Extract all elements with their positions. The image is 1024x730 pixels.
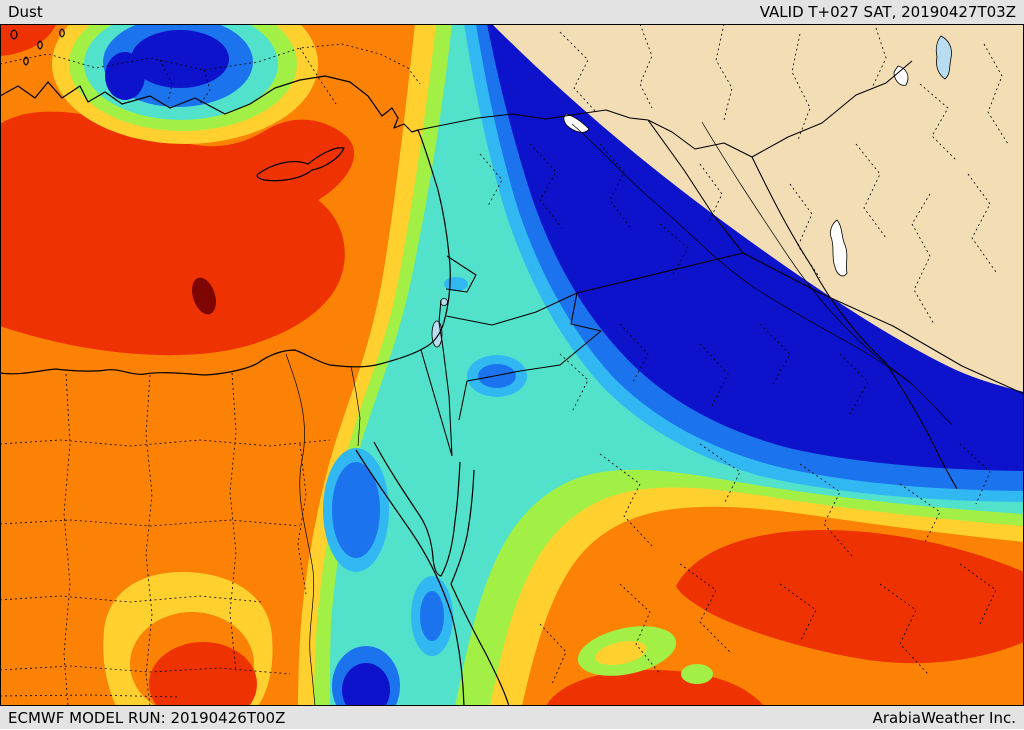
admin-boundaries bbox=[0, 24, 1009, 706]
dust-pocket-darkblue-4 bbox=[342, 663, 390, 706]
dust-core-darkred bbox=[192, 277, 216, 315]
dust-core-darkblue-turkey bbox=[131, 30, 229, 88]
lake-assad bbox=[563, 113, 590, 133]
dust-pocket-blue-3 bbox=[420, 591, 444, 641]
aegean-islands bbox=[10, 28, 65, 66]
footer-bar: ECMWF MODEL RUN: 20190426T00Z ArabiaWeat… bbox=[0, 706, 1024, 729]
lake-tharthar bbox=[830, 219, 848, 277]
lakes bbox=[431, 35, 952, 348]
sea-of-galilee bbox=[440, 298, 448, 306]
rivers bbox=[285, 121, 953, 706]
red-sea-arabian-coast bbox=[450, 469, 510, 706]
dust-patch-red-sw bbox=[149, 642, 257, 706]
brand-label: ArabiaWeather Inc. bbox=[872, 708, 1016, 727]
sinai-coast bbox=[373, 441, 461, 577]
dust-core-darkblue-turkey-2 bbox=[105, 52, 145, 100]
dust-pocket-blue-1 bbox=[478, 364, 516, 388]
product-title: Dust bbox=[8, 3, 43, 21]
lake-urmia bbox=[935, 35, 952, 80]
dust-pocket-blue-2 bbox=[332, 462, 380, 558]
dust-map bbox=[0, 24, 1024, 706]
dust-maximum-red-saudi bbox=[676, 529, 1024, 664]
dust-fill-layers bbox=[0, 24, 1024, 706]
river-lines bbox=[285, 121, 953, 706]
dust-patch-yellow-bottom bbox=[595, 640, 647, 666]
valid-time-label: VALID T+027 SAT, 20190427T03Z bbox=[759, 3, 1016, 21]
country-borders bbox=[417, 60, 1024, 490]
dust-maximum-red-nw bbox=[0, 111, 355, 356]
model-run-label: ECMWF MODEL RUN: 20190426T00Z bbox=[8, 708, 286, 727]
dust-patch-red-corner bbox=[0, 24, 56, 56]
dust-patch-green-bottom-2 bbox=[681, 664, 713, 684]
cyprus-coast bbox=[256, 147, 345, 182]
border-lines bbox=[417, 60, 1024, 490]
header-bar: Dust VALID T+027 SAT, 20190427T03Z bbox=[0, 0, 1024, 24]
admin-boundary-lines bbox=[0, 24, 1009, 706]
dust-map-canvas bbox=[0, 24, 1024, 706]
red-sea-african-coast bbox=[355, 449, 465, 706]
